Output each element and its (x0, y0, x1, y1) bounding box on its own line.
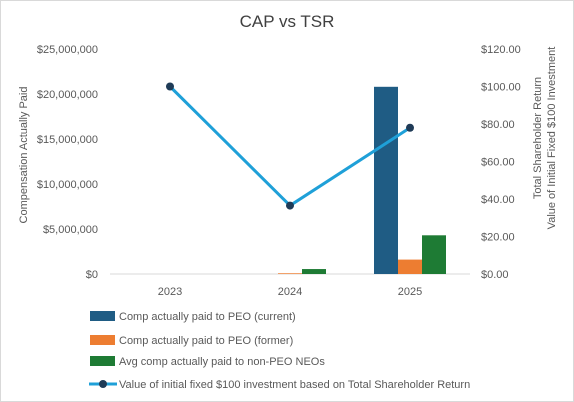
right-tick-label: $80.00 (481, 119, 515, 131)
right-tick-label: $60.00 (481, 157, 515, 169)
tsr-point (286, 201, 294, 210)
tsr-point (406, 123, 414, 132)
legend-swatch (90, 335, 115, 345)
tsr-line-series (166, 82, 414, 210)
right-axis-title-line1: Total Shareholder Return (532, 77, 544, 199)
right-axis-ticks: $0.00 $20.00 $40.00 $60.00 $80.00 $100.00 $120… (481, 44, 521, 281)
bar-series (278, 86, 446, 274)
left-tick-label: $5,000,000 (43, 224, 98, 236)
left-tick-label: $0 (86, 269, 98, 281)
right-axis-title-line2: Value of Initial Fixed $100 Investment (546, 47, 558, 230)
bar (302, 269, 326, 274)
right-tick-label: $40.00 (481, 194, 515, 206)
x-axis-ticks: 2023 2024 2025 (158, 286, 422, 298)
left-tick-label: $25,000,000 (37, 44, 98, 56)
left-tick-label: $10,000,000 (37, 179, 98, 191)
legend-swatch (90, 311, 115, 321)
x-tick-label: 2025 (398, 286, 422, 298)
legend-label: Value of initial fixed $100 investment b… (119, 379, 470, 391)
left-tick-label: $15,000,000 (37, 134, 98, 146)
left-axis-ticks: $0 $5,000,000 $10,000,000 $15,000,000 $20,00… (37, 44, 98, 281)
left-tick-label: $20,000,000 (37, 89, 98, 101)
x-tick-label: 2023 (158, 286, 182, 298)
legend-marker (99, 380, 107, 388)
x-tick-label: 2024 (278, 286, 302, 298)
legend-label: Comp actually paid to PEO (former) (119, 335, 293, 347)
tsr-point (166, 82, 174, 91)
right-tick-label: $0.00 (481, 269, 509, 281)
left-axis-title: Compensation Actually Paid (18, 87, 30, 224)
bar (374, 86, 398, 274)
legend-label: Comp actually paid to PEO (current) (119, 311, 296, 323)
legend: Comp actually paid to PEO (current) Comp … (89, 311, 470, 391)
chart-title: CAP vs TSR (240, 12, 335, 31)
bar (398, 259, 422, 274)
right-tick-label: $20.00 (481, 232, 515, 244)
right-tick-label: $100.00 (481, 82, 521, 94)
legend-swatch (90, 356, 115, 366)
right-tick-label: $120.00 (481, 44, 521, 56)
bar (278, 273, 302, 274)
legend-label: Avg comp actually paid to non-PEO NEOs (119, 356, 325, 368)
bar (422, 235, 446, 274)
